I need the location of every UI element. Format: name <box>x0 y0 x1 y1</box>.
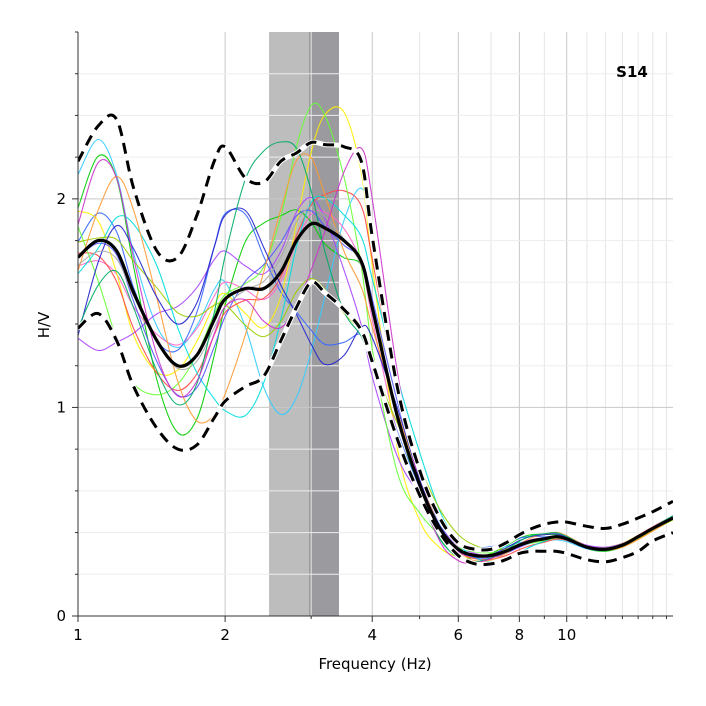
grid-lines <box>78 32 673 616</box>
x-tick-label: 2 <box>220 626 230 644</box>
y-tick-label: 1 <box>56 398 66 416</box>
mean-curve <box>78 221 673 558</box>
window-curve <box>78 153 673 562</box>
axes <box>72 31 673 622</box>
y-tick-label: 0 <box>56 607 66 625</box>
x-axis-title: Frequency (Hz) <box>318 655 431 673</box>
x-tick-label: 8 <box>515 626 525 644</box>
panel-label: S14 <box>616 63 648 81</box>
statistic-curves <box>78 112 673 568</box>
lower-std-curve <box>78 280 673 567</box>
y-axis-title: H/V <box>35 311 53 338</box>
upper-std-curve <box>78 113 673 552</box>
x-tick-label: 6 <box>454 626 464 644</box>
y-tick-label: 2 <box>56 190 66 208</box>
x-tick-label: 1 <box>73 626 83 644</box>
x-tick-label: 10 <box>557 626 576 644</box>
x-tick-label: 4 <box>367 626 377 644</box>
